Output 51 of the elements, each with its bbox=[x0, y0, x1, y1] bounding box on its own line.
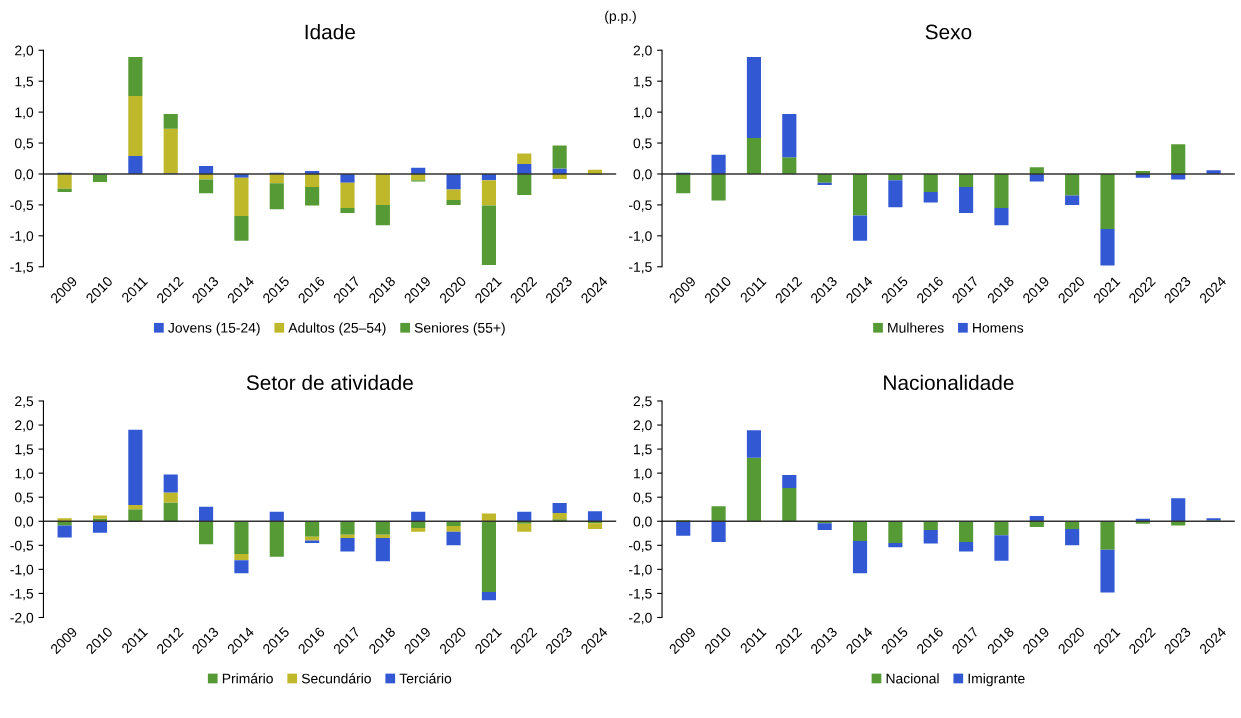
legend-label: Terciário bbox=[399, 673, 452, 684]
legend-label: Secundário bbox=[301, 673, 371, 684]
y-tick-label: -1,5 bbox=[628, 588, 652, 601]
y-tick-label: -0,5 bbox=[10, 200, 34, 212]
y-tick-label: 0,5 bbox=[633, 492, 652, 505]
y-tick-label: -1,0 bbox=[10, 231, 34, 243]
y-tick-label: 0,5 bbox=[14, 492, 34, 505]
y-tick-label: 2,0 bbox=[633, 45, 652, 58]
y-tick-label: -1,5 bbox=[10, 588, 34, 601]
legend-label: Imigrante bbox=[968, 673, 1025, 687]
y-tick-label: 2,0 bbox=[15, 45, 34, 58]
y-tick-label: 1,5 bbox=[15, 76, 34, 88]
y-tick-label: 0,0 bbox=[633, 169, 652, 181]
legend-label: Homens bbox=[973, 323, 1024, 333]
y-tick-label: 2,5 bbox=[15, 396, 34, 408]
y-tick-label: 0,5 bbox=[14, 138, 34, 150]
y-tick-label: -1,0 bbox=[10, 564, 34, 577]
y-tick-label: 2,5 bbox=[633, 396, 652, 408]
legend-label: Seniores (55+) bbox=[414, 322, 505, 336]
y-tick-label: -2,0 bbox=[628, 612, 652, 625]
y-tick-label: 0,0 bbox=[633, 516, 652, 529]
y-tick-label: 1,0 bbox=[634, 468, 652, 480]
y-tick-label: 0,0 bbox=[14, 169, 34, 181]
y-tick-label: 1,0 bbox=[634, 107, 652, 119]
legend-label: Mulheres bbox=[888, 322, 944, 333]
y-tick-label: 2,0 bbox=[633, 420, 652, 432]
y-tick-label: -1,0 bbox=[628, 231, 652, 243]
chart-title: Nacionalidade bbox=[884, 374, 1014, 391]
y-tick-label: 2,0 bbox=[15, 420, 34, 432]
chart-title: Idade bbox=[305, 24, 355, 40]
text: (p.p.) bbox=[605, 10, 636, 24]
y-tick-label: 1,0 bbox=[15, 468, 34, 480]
y-tick-label: 1,0 bbox=[15, 107, 34, 119]
y-tick-label: -0,5 bbox=[628, 200, 652, 212]
chart-title: Setor de atividade bbox=[246, 374, 413, 391]
y-tick-label: -1,5 bbox=[10, 262, 34, 274]
legend-label: Adultos (25–54) bbox=[288, 322, 386, 336]
y-tick-label: 0,0 bbox=[14, 516, 34, 529]
legend-label: Primário bbox=[222, 673, 273, 684]
chart-title: Sexo bbox=[925, 24, 972, 40]
y-tick-label: -1,0 bbox=[628, 564, 652, 577]
y-tick-label: -0,5 bbox=[628, 540, 652, 553]
y-tick-label: 1,5 bbox=[634, 76, 652, 88]
y-tick-label: 1,5 bbox=[634, 444, 652, 456]
y-tick-label: 1,5 bbox=[15, 444, 34, 456]
y-tick-label: -2,0 bbox=[10, 612, 34, 625]
y-tick-label: -1,5 bbox=[628, 262, 652, 274]
y-tick-label: 0,5 bbox=[633, 138, 652, 150]
legend-label: Nacional bbox=[886, 673, 939, 684]
legend-label: Jovens (15-24) bbox=[168, 322, 260, 336]
y-tick-label: -0,5 bbox=[10, 540, 34, 553]
